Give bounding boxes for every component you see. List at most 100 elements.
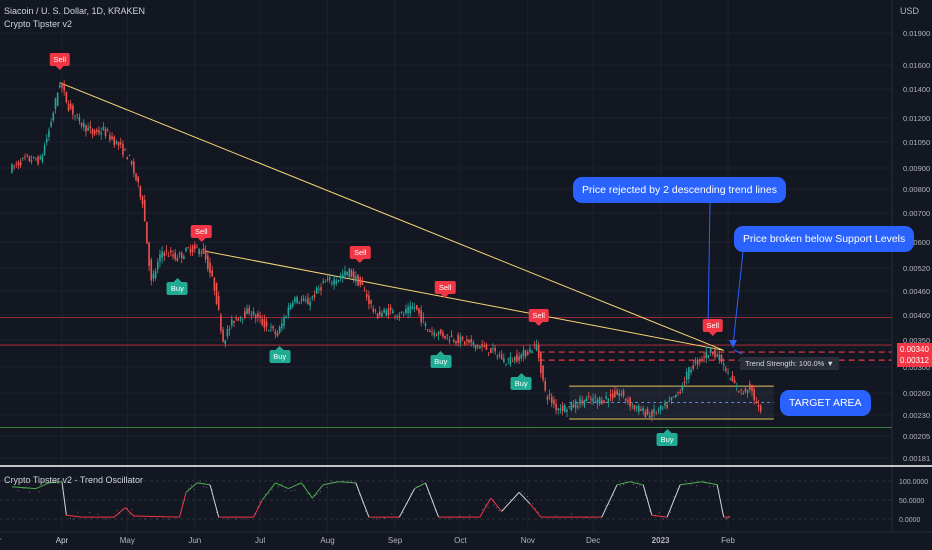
candle-body: [302, 298, 305, 301]
candle-body: [698, 359, 701, 362]
candle-body: [239, 317, 242, 319]
oscillator-line: [338, 481, 356, 484]
oscillator-line: [398, 488, 416, 518]
candle-body: [167, 255, 170, 257]
oscillator-noise: [257, 506, 259, 508]
oscillator-line: [61, 481, 67, 516]
oscillator-noise: [482, 509, 484, 511]
indicator-title[interactable]: Crypto Tipster v2: [4, 19, 73, 29]
candle-body: [446, 334, 449, 336]
candle-body: [420, 310, 422, 323]
oscillator-tick-label: 0.0000: [899, 517, 921, 524]
y-tick-label: 0.01050: [903, 138, 930, 147]
candle-body: [13, 166, 15, 167]
candle-body: [26, 155, 28, 157]
candle-body: [459, 336, 462, 344]
candle-body: [594, 397, 597, 399]
candle-body: [400, 311, 403, 313]
candle-body: [725, 368, 727, 371]
candle-body: [43, 145, 46, 155]
oscillator-noise: [334, 481, 336, 483]
candle-body: [751, 384, 753, 392]
candle-body: [574, 401, 577, 408]
candle-body: [398, 315, 401, 317]
candle-body: [444, 335, 446, 339]
oscillator-line: [179, 492, 187, 518]
oscillator-noise: [419, 489, 421, 491]
oscillator-noise: [728, 516, 730, 518]
candle-body: [45, 138, 48, 143]
candle-body: [564, 405, 566, 412]
candle-body: [359, 277, 362, 285]
candle-body: [476, 345, 479, 347]
candle-body: [653, 408, 655, 413]
candle-body: [607, 398, 610, 403]
candle-body: [28, 156, 31, 161]
candle-body: [461, 336, 464, 340]
oscillator-noise: [709, 486, 711, 488]
candle-body: [664, 403, 666, 406]
oscillator-noise: [406, 503, 408, 505]
candle-body: [150, 259, 153, 281]
oscillator-noise: [131, 508, 133, 510]
candle-body: [376, 313, 379, 318]
candle-body: [546, 396, 549, 400]
candle-body: [193, 244, 196, 249]
oscillator-line: [501, 492, 520, 512]
x-tick-label: Dec: [586, 536, 600, 545]
oscillator-noise: [216, 511, 218, 513]
candle-body: [431, 331, 433, 333]
candle-body: [753, 389, 755, 400]
candle-body: [498, 354, 501, 356]
candle-body: [146, 221, 148, 244]
candle-body: [453, 340, 455, 342]
candle-body: [579, 398, 581, 405]
oscillator-noise: [521, 491, 523, 493]
candle-body: [735, 385, 738, 387]
oscillator-noise: [526, 496, 528, 498]
oscillator-noise: [126, 507, 128, 509]
candle-body: [701, 359, 703, 361]
candle-body: [396, 316, 399, 317]
x-tick-label: Sep: [388, 536, 403, 545]
oscillator-noise: [422, 480, 424, 482]
oscillator-line: [425, 482, 440, 518]
oscillator-line: [680, 481, 703, 486]
candle-body: [614, 391, 616, 398]
oscillator-noise: [662, 518, 664, 520]
candle-body: [300, 299, 303, 301]
candle-body: [370, 300, 372, 304]
oscillator-noise: [303, 485, 305, 487]
oscillator-noise: [183, 499, 185, 501]
oscillator-title[interactable]: Crypto Tipster v2 - Trend Oscillator: [4, 475, 144, 485]
candle-body: [54, 98, 57, 109]
oscillator-line: [288, 482, 302, 490]
candle-body: [237, 318, 240, 321]
candle-body: [257, 313, 259, 317]
oscillator-noise: [458, 515, 460, 517]
candle-body: [109, 135, 111, 140]
oscillator-noise: [62, 488, 64, 490]
y-tick-label: 0.00700: [903, 209, 930, 218]
oscillator-noise: [726, 518, 728, 520]
oscillator-line: [518, 492, 531, 505]
candle-body: [74, 115, 76, 116]
oscillator-line: [301, 482, 313, 499]
oscillator-line: [414, 482, 426, 490]
oscillator-noise: [402, 512, 404, 514]
candle-body: [383, 309, 385, 313]
candle-body: [311, 296, 314, 298]
oscillator-line: [253, 499, 263, 518]
candle-body: [263, 319, 266, 328]
candle-body: [435, 335, 438, 337]
oscillator-line: [11, 486, 36, 490]
candle-body: [298, 302, 301, 304]
candle-body: [198, 249, 200, 254]
oscillator-noise: [649, 510, 651, 512]
candle-body: [235, 318, 237, 320]
candle-body: [455, 341, 457, 344]
candle-body: [278, 326, 281, 333]
y-tick-label: 0.01200: [903, 114, 930, 123]
oscillator-noise: [211, 489, 213, 491]
